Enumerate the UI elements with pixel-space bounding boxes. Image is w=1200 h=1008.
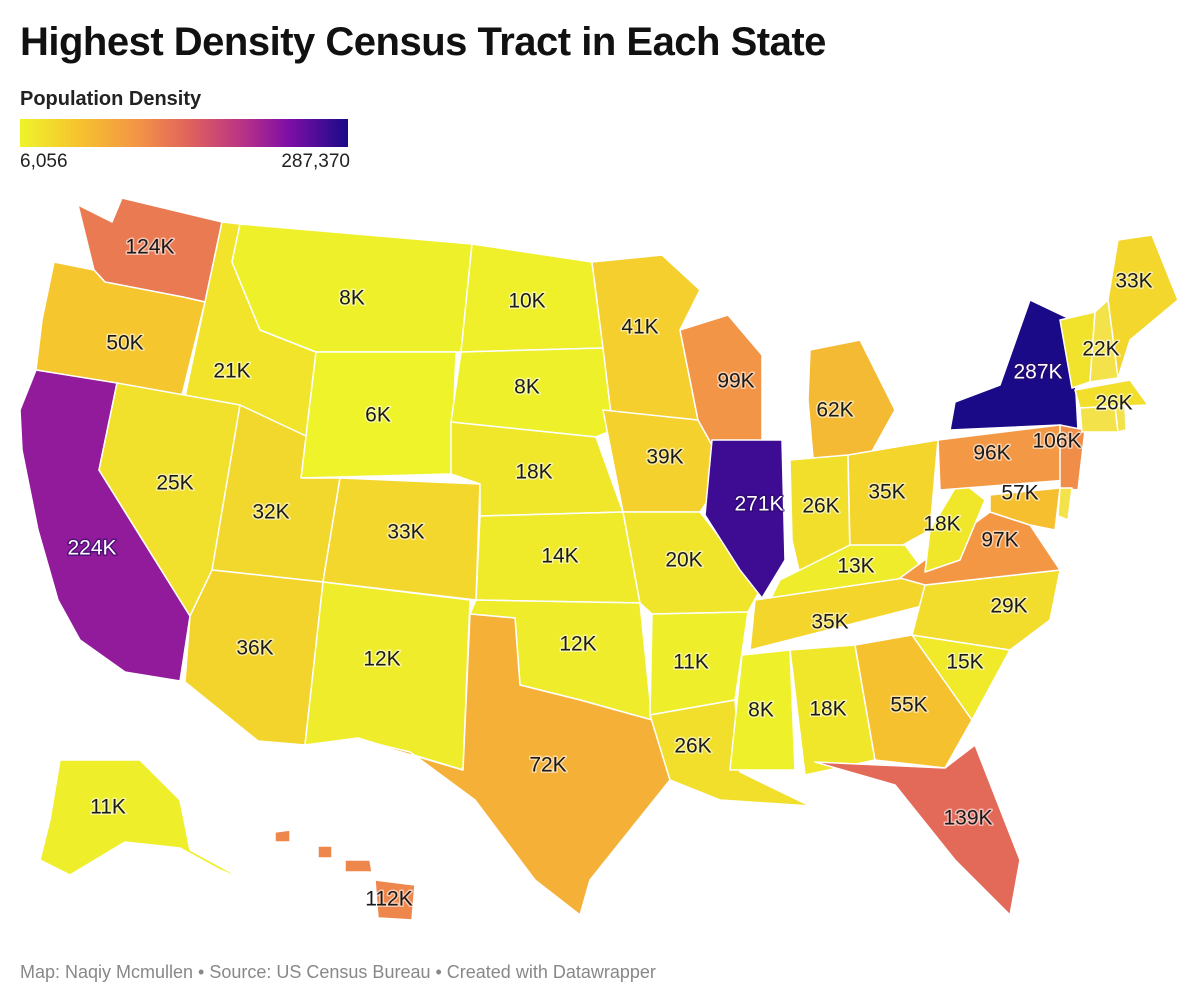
state-tx[interactable] xyxy=(359,613,671,916)
state-label-in: 26K xyxy=(802,495,839,518)
state-label-mi: 62K xyxy=(816,399,853,422)
state-label-ak: 11K xyxy=(90,796,126,819)
state-label-al: 18K xyxy=(809,698,846,721)
state-label-md: 57K xyxy=(1001,482,1038,505)
state-label-az: 36K xyxy=(236,637,273,660)
state-label-fl: 139K xyxy=(943,807,992,830)
state-label-ok: 12K xyxy=(559,633,596,656)
state-label-oh: 35K xyxy=(868,481,905,504)
state-fl[interactable] xyxy=(814,744,1021,916)
state-ri[interactable] xyxy=(1114,405,1127,433)
state-label-id: 21K xyxy=(213,360,250,383)
state-label-nc: 29K xyxy=(990,595,1027,618)
state-value-labels: 124K 50K 224K 21K 25K 8K 6K 32K 36K 33K 12K 10K 8K 18… xyxy=(66,234,1154,912)
state-label-or: 50K xyxy=(106,332,143,355)
map-credits: Map: Naqiy Mcmullen • Source: US Census … xyxy=(20,962,656,982)
state-label-mn: 41K xyxy=(621,316,658,339)
state-label-ky: 13K xyxy=(837,555,874,578)
state-nj[interactable] xyxy=(1059,424,1086,491)
color-legend: Population Density 6,056 287,370 xyxy=(20,88,350,173)
state-label-wy: 6K xyxy=(365,404,391,427)
state-label-nj: 106K xyxy=(1032,430,1081,453)
map-title: Highest Density Census Tract in Each Sta… xyxy=(20,20,826,64)
state-sd[interactable] xyxy=(450,347,614,438)
state-label-pa: 96K xyxy=(973,442,1010,465)
legend-gradient-bar xyxy=(20,119,348,147)
state-label-ny: 287K xyxy=(1013,361,1062,384)
state-label-nm: 12K xyxy=(363,648,400,671)
state-label-mt: 8K xyxy=(339,287,365,310)
state-la[interactable] xyxy=(649,699,811,807)
state-label-ms: 8K xyxy=(748,699,774,722)
state-label-wa: 124K xyxy=(125,236,174,259)
state-label-vt: 22K xyxy=(1082,338,1119,361)
state-label-tn: 35K xyxy=(811,611,848,634)
legend-title: Population Density xyxy=(20,88,202,110)
state-label-ia: 39K xyxy=(646,446,683,469)
state-hi[interactable] xyxy=(274,829,416,921)
state-label-ar: 11K xyxy=(673,651,709,674)
legend-labels: 6,056 287,370 xyxy=(20,151,350,173)
state-label-wv: 18K xyxy=(923,513,960,536)
state-label-ne: 18K xyxy=(515,461,552,484)
state-label-wi: 99K xyxy=(717,370,754,393)
state-label-me: 33K xyxy=(1115,270,1152,293)
state-label-ga: 55K xyxy=(890,694,927,717)
state-ga[interactable] xyxy=(854,634,973,769)
state-label-sc: 15K xyxy=(946,651,983,674)
state-nh[interactable] xyxy=(1089,299,1119,383)
state-label-nd: 10K xyxy=(508,290,545,313)
state-label-ks: 14K xyxy=(541,545,578,568)
state-label-hi: 112K xyxy=(365,888,413,911)
state-md[interactable] xyxy=(989,487,1061,531)
state-label-mo: 20K xyxy=(665,549,702,572)
state-label-ma: 26K xyxy=(1095,392,1132,415)
state-label-ca: 224K xyxy=(67,537,116,560)
state-label-la: 26K xyxy=(674,735,711,758)
state-label-co: 33K xyxy=(387,521,424,544)
state-de[interactable] xyxy=(1057,487,1073,521)
legend-min-label: 6,056 xyxy=(20,151,68,172)
state-ms[interactable] xyxy=(729,649,796,771)
state-oh[interactable] xyxy=(847,439,939,553)
legend-max-label: 287,370 xyxy=(281,151,350,172)
state-label-il: 271K xyxy=(734,493,783,516)
state-label-va: 97K xyxy=(981,529,1018,552)
state-wy[interactable] xyxy=(300,351,457,479)
state-label-tx: 72K xyxy=(529,754,566,777)
state-nm[interactable] xyxy=(304,581,471,771)
state-label-sd: 8K xyxy=(514,376,540,399)
state-label-nv: 25K xyxy=(156,472,193,495)
state-ak[interactable] xyxy=(39,759,246,881)
state-il[interactable] xyxy=(704,439,786,599)
state-ma[interactable] xyxy=(1074,379,1149,409)
state-shapes xyxy=(19,197,1179,921)
state-label-ut: 32K xyxy=(252,501,289,524)
